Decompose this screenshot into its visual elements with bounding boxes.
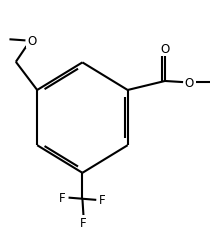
Text: F: F — [80, 216, 87, 229]
Text: F: F — [99, 194, 106, 207]
Text: O: O — [27, 35, 37, 48]
Text: O: O — [185, 76, 194, 89]
Text: O: O — [160, 43, 170, 55]
Text: F: F — [59, 191, 65, 204]
